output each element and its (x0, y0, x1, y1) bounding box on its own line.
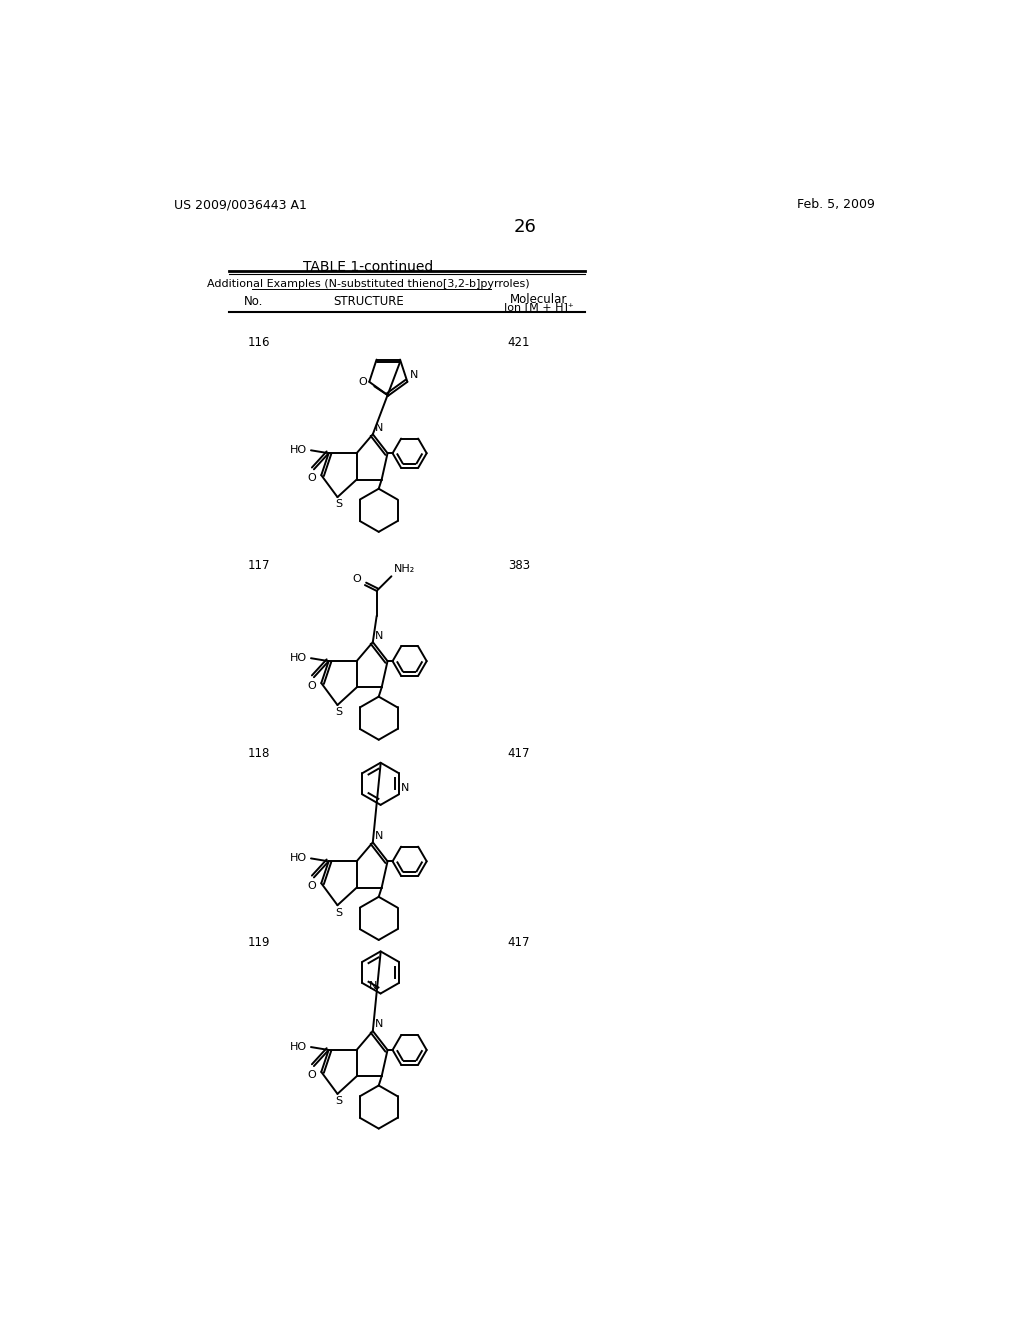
Text: N: N (375, 1019, 384, 1030)
Text: N: N (375, 422, 384, 433)
Text: O: O (352, 573, 361, 583)
Text: O: O (307, 882, 316, 891)
Text: 119: 119 (248, 936, 270, 949)
Text: Molecular: Molecular (510, 293, 567, 306)
Text: O: O (307, 1071, 316, 1080)
Text: N: N (369, 981, 378, 991)
Text: No.: No. (245, 296, 263, 309)
Text: STRUCTURE: STRUCTURE (333, 296, 403, 309)
Text: 117: 117 (248, 558, 270, 572)
Text: 383: 383 (508, 558, 529, 572)
Text: HO: HO (290, 854, 307, 863)
Text: Additional Examples (N-substituted thieno[3,2-b]pyrroles): Additional Examples (N-substituted thien… (207, 279, 529, 289)
Text: Feb. 5, 2009: Feb. 5, 2009 (798, 198, 876, 211)
Text: O: O (307, 681, 316, 692)
Text: N: N (375, 631, 384, 640)
Text: S: S (336, 908, 343, 917)
Text: S: S (336, 499, 343, 510)
Text: US 2009/0036443 A1: US 2009/0036443 A1 (174, 198, 307, 211)
Text: S: S (336, 1096, 343, 1106)
Text: HO: HO (290, 445, 307, 455)
Text: N: N (410, 371, 418, 380)
Text: N: N (375, 830, 384, 841)
Text: HO: HO (290, 653, 307, 663)
Text: 417: 417 (508, 747, 530, 760)
Text: TABLE 1-continued: TABLE 1-continued (303, 260, 433, 275)
Text: 417: 417 (508, 936, 530, 949)
Text: 26: 26 (513, 218, 537, 236)
Text: O: O (358, 376, 367, 387)
Text: Ion [M + H]⁺: Ion [M + H]⁺ (504, 302, 573, 313)
Text: HO: HO (290, 1041, 307, 1052)
Text: O: O (307, 473, 316, 483)
Text: N: N (401, 783, 410, 793)
Text: 116: 116 (248, 335, 270, 348)
Text: 421: 421 (508, 335, 530, 348)
Text: S: S (336, 708, 343, 717)
Text: 118: 118 (248, 747, 270, 760)
Text: NH₂: NH₂ (394, 564, 415, 574)
